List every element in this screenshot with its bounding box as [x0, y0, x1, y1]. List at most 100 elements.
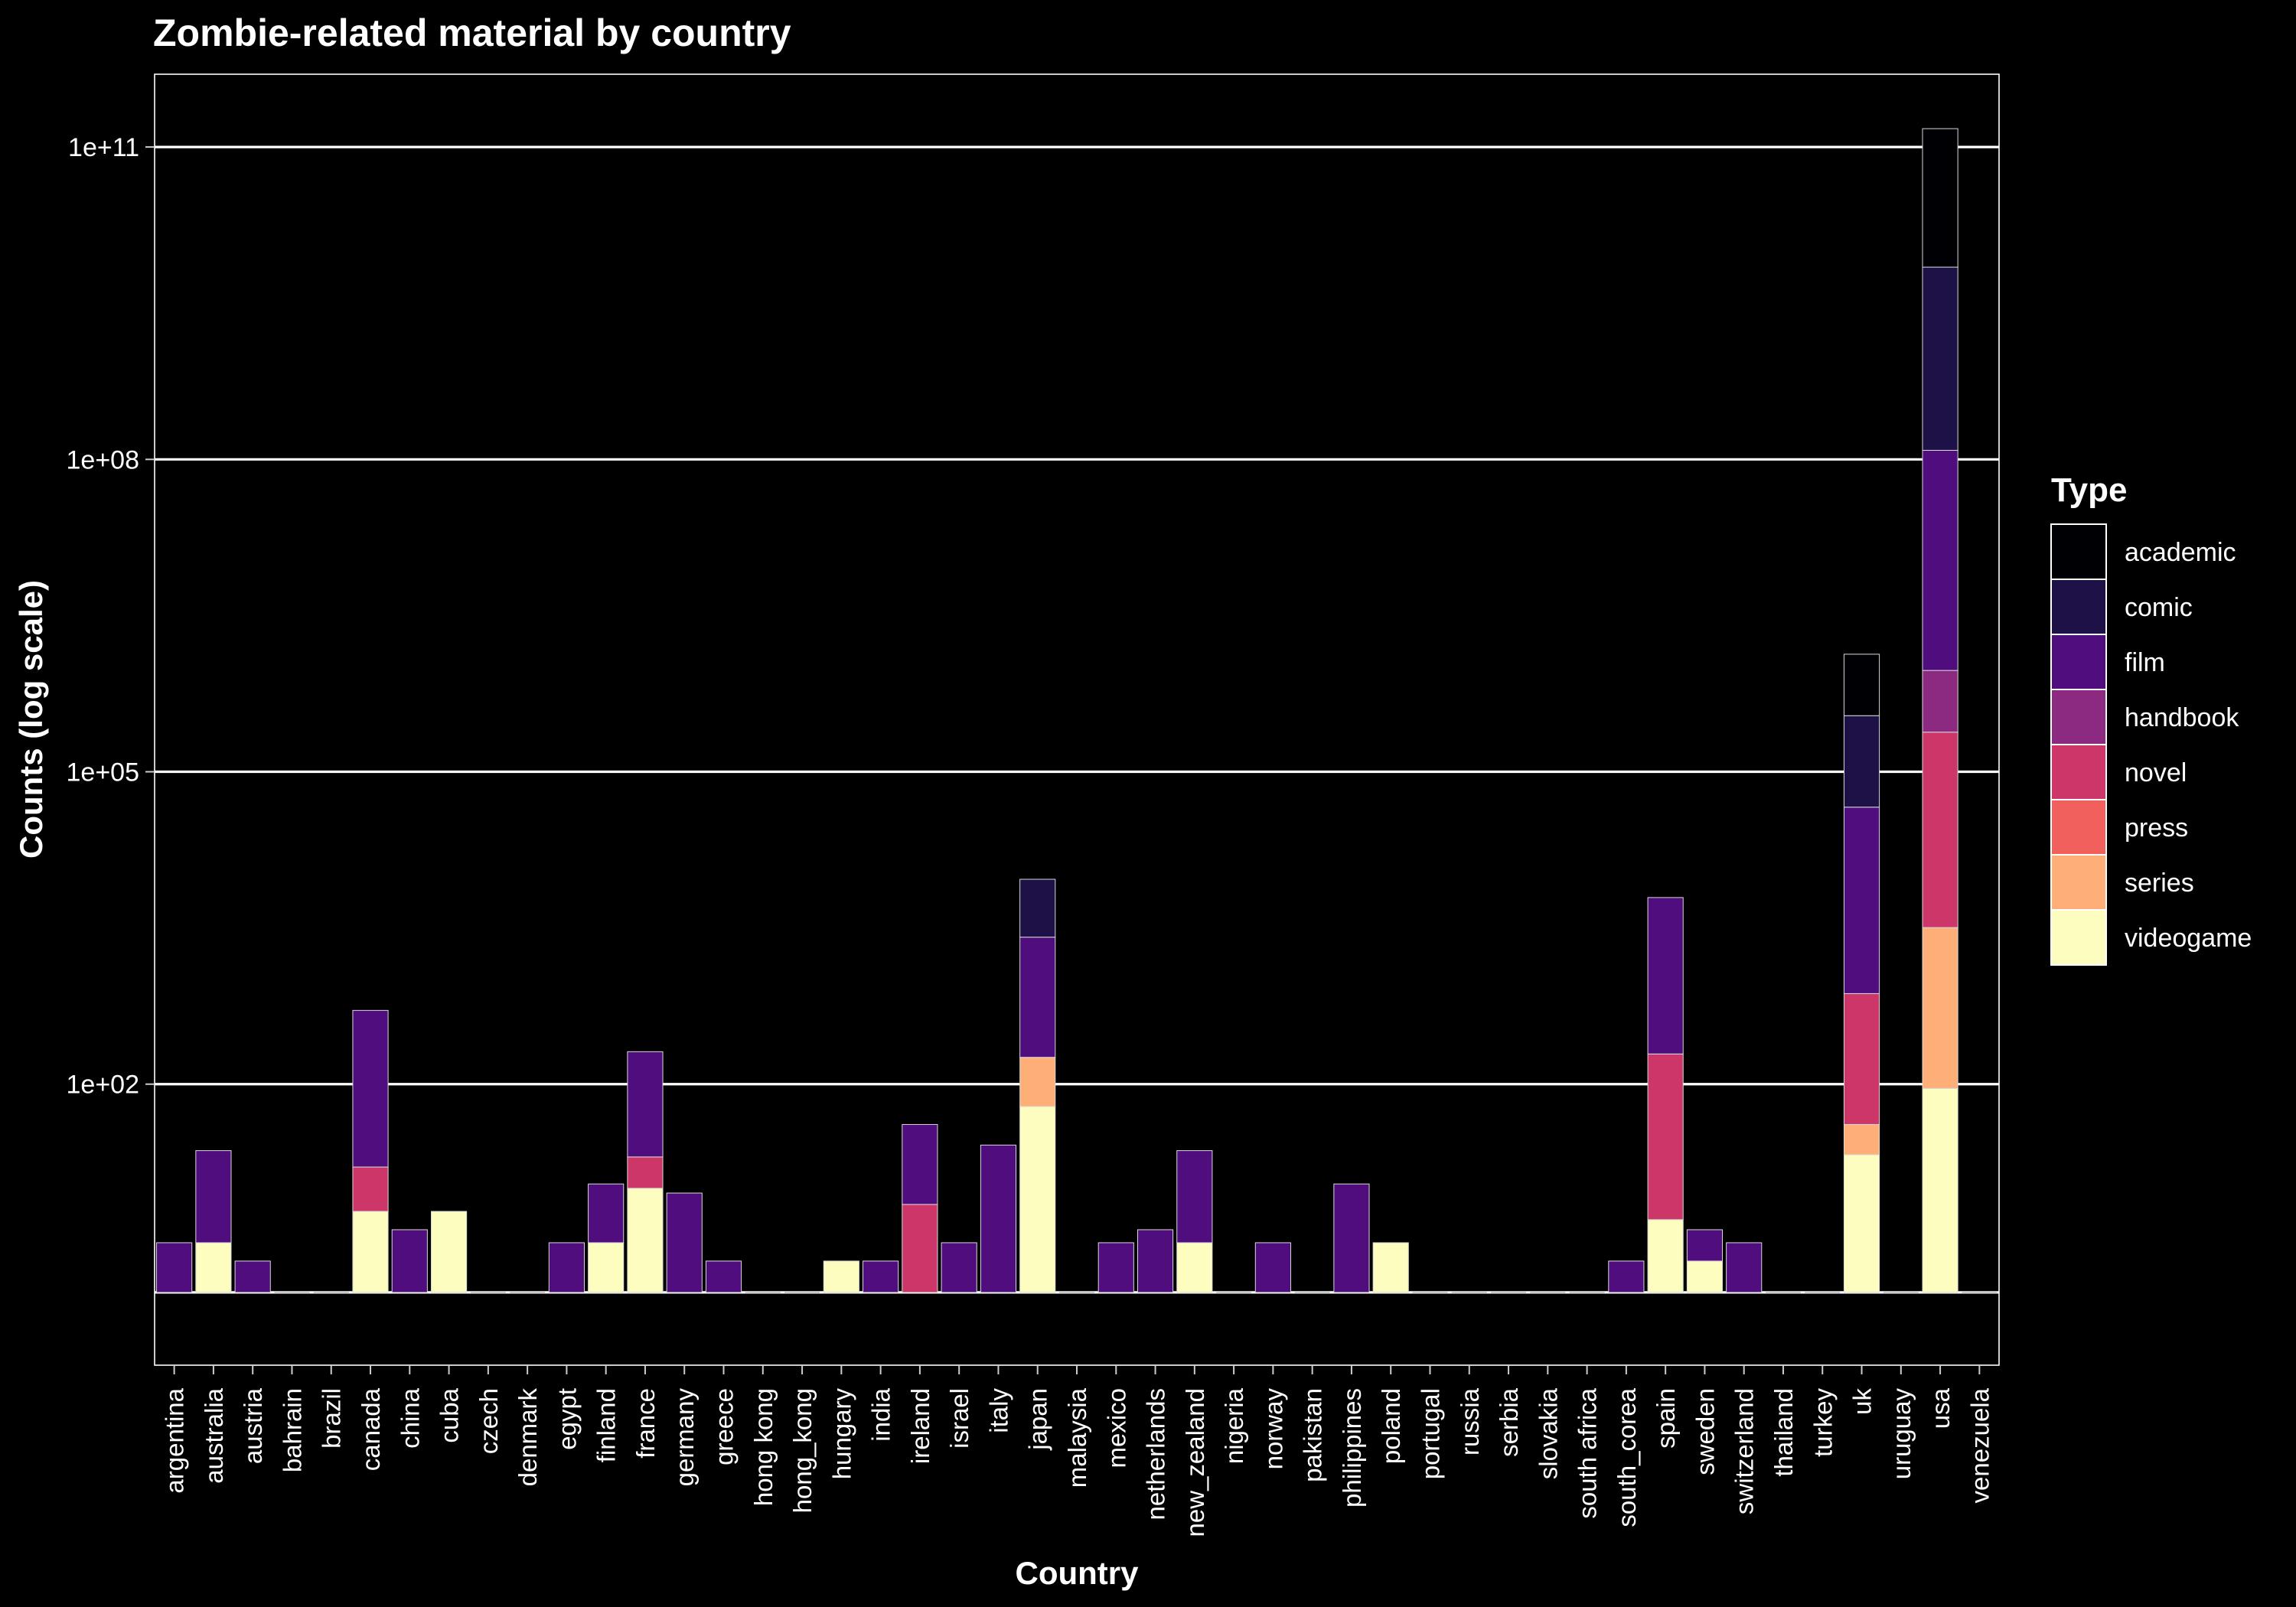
legend-label: videogame: [2125, 924, 2252, 953]
x-tick-label: japan: [1024, 1388, 1052, 1451]
x-tick-label: venezuela: [1965, 1387, 1994, 1503]
legend-key-academic: [2050, 523, 2107, 580]
bar-segment-comic: [1843, 715, 1880, 808]
x-tick-label: canada: [357, 1387, 385, 1471]
bar-segment-film: [1843, 807, 1880, 994]
bar-segment-film: [1726, 1242, 1763, 1293]
bar-segment-videogame: [823, 1260, 859, 1293]
x-tick-label: austria: [239, 1387, 267, 1464]
x-tick-label: mexico: [1102, 1388, 1130, 1468]
bar-segment-academic: [1843, 654, 1880, 716]
x-tick-label: slovakia: [1534, 1387, 1562, 1479]
x-tick-label: thailand: [1769, 1388, 1798, 1477]
x-axis-label: Country: [1016, 1555, 1140, 1591]
x-tick-label: india: [867, 1387, 895, 1441]
bar-segment-film: [1137, 1229, 1174, 1293]
y-tick-label: 1e+11: [68, 133, 139, 162]
x-tick-label: south_corea: [1613, 1387, 1641, 1527]
x-tick-label: hong kong: [749, 1388, 778, 1506]
legend-key-videogame: [2050, 909, 2107, 966]
bar-segment-videogame: [431, 1211, 468, 1293]
bar-segment-videogame: [1176, 1242, 1213, 1293]
legend-key-press: [2050, 799, 2107, 856]
bar-segment-videogame: [588, 1242, 625, 1293]
bar-segment-film: [902, 1123, 938, 1205]
x-tick-label: china: [396, 1387, 424, 1449]
bar-segment-film: [195, 1150, 232, 1244]
bar-segment-film: [1254, 1242, 1291, 1293]
x-tick-label: bahrain: [278, 1388, 306, 1472]
x-tick-label: new_zealand: [1181, 1388, 1209, 1537]
bar-segment-series: [1843, 1123, 1880, 1156]
y-axis-label: Counts (log scale): [13, 580, 49, 859]
bar-segment-film: [1608, 1260, 1645, 1293]
bar-segment-film: [1176, 1150, 1213, 1244]
bar-segment-film: [980, 1144, 1017, 1293]
x-tick-label: egypt: [553, 1388, 581, 1450]
x-tick-label: norway: [1259, 1388, 1287, 1470]
bar-segment-film: [863, 1260, 899, 1293]
bar-segment-novel: [1922, 732, 1958, 928]
bar-segment-comic: [1019, 878, 1056, 938]
bar-segment-film: [1097, 1242, 1134, 1293]
bar-segment-film: [1019, 937, 1056, 1058]
x-tick-label: switzerland: [1730, 1388, 1759, 1514]
x-tick-label: serbia: [1495, 1387, 1523, 1457]
x-tick-label: nigeria: [1220, 1387, 1248, 1464]
bar-segment-film: [627, 1051, 664, 1158]
bar-segment-novel: [352, 1166, 389, 1212]
bar-segment-novel: [627, 1156, 664, 1189]
x-tick-label: usa: [1926, 1387, 1955, 1429]
bar-segment-novel: [1647, 1053, 1684, 1221]
x-axis-ticks: argentina australia austria bahrain brazil ca…: [161, 1365, 1994, 1537]
x-tick-label: uruguay: [1887, 1388, 1916, 1480]
y-tick-label: 1e+08: [67, 445, 140, 474]
bar-segment-comic: [1922, 266, 1958, 451]
x-tick-label: russia: [1456, 1387, 1484, 1455]
y-axis-ticks: 1e+02 1e+05 1e+08 1e+11: [67, 133, 155, 1100]
bar-segment-film: [666, 1192, 703, 1293]
legend-key-series: [2050, 854, 2107, 911]
legend-label: handbook: [2125, 703, 2239, 732]
bar-segment-film: [1333, 1183, 1370, 1293]
bar-segment-film: [941, 1242, 977, 1293]
bar-segment-videogame: [195, 1242, 232, 1293]
x-tick-label: argentina: [161, 1387, 189, 1493]
legend-label: academic: [2125, 538, 2236, 567]
legend-key-novel: [2050, 744, 2107, 800]
x-tick-label: cuba: [435, 1387, 464, 1442]
bar-segment-videogame: [1922, 1087, 1958, 1293]
x-tick-label: israel: [945, 1388, 974, 1449]
bar-segment-film: [156, 1242, 193, 1293]
x-tick-label: brazil: [318, 1388, 346, 1449]
x-tick-label: czech: [475, 1388, 503, 1454]
legend-label: press: [2125, 813, 2188, 843]
x-tick-label: ireland: [906, 1388, 934, 1464]
x-tick-label: hungary: [827, 1388, 856, 1480]
y-tick-label: 1e+05: [67, 758, 140, 787]
legend-label: film: [2125, 648, 2165, 677]
legend-label: series: [2125, 869, 2194, 898]
x-tick-label: italy: [984, 1388, 1013, 1433]
x-tick-label: poland: [1377, 1388, 1405, 1464]
bar-segment-novel: [902, 1204, 938, 1293]
bar-segment-videogame: [627, 1188, 664, 1293]
bar-segment-videogame: [1372, 1242, 1409, 1293]
legend-key-comic: [2050, 579, 2107, 635]
x-tick-label: turkey: [1808, 1388, 1837, 1457]
x-tick-label: portugal: [1416, 1388, 1444, 1479]
x-tick-label: netherlands: [1142, 1388, 1170, 1520]
legend-key-handbook: [2050, 689, 2107, 745]
y-tick-label: 1e+02: [67, 1071, 140, 1100]
x-tick-label: south africa: [1574, 1387, 1602, 1518]
x-tick-label: philippines: [1338, 1388, 1366, 1508]
bar-segment-videogame: [1686, 1260, 1724, 1293]
x-tick-label: greece: [710, 1388, 739, 1465]
bar-segment-film: [1922, 449, 1958, 671]
bar-segment-videogame: [352, 1211, 389, 1293]
legend-label: novel: [2125, 758, 2187, 787]
chart-title: Zombie-related material by country: [153, 11, 791, 54]
legend: Type academic comic film handbook novel press…: [2050, 471, 2252, 966]
